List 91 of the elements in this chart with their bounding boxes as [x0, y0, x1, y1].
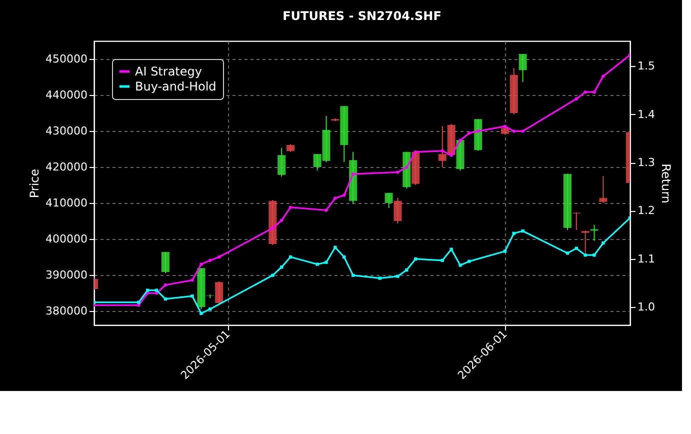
point [334, 196, 337, 200]
point [288, 206, 292, 209]
point [137, 300, 140, 304]
point [405, 166, 408, 169]
y-tick-label: 450000 [46, 52, 88, 66]
point [280, 266, 284, 269]
y-axis-title: Price [28, 168, 42, 198]
point [521, 130, 524, 133]
y2-tick-label: 1.5 [638, 60, 655, 73]
point [351, 274, 355, 277]
point [164, 297, 168, 301]
point [405, 268, 408, 272]
point [164, 283, 168, 287]
point [602, 241, 605, 245]
point [271, 274, 274, 277]
point [440, 149, 444, 153]
point [503, 124, 507, 128]
point [280, 218, 284, 222]
candlestick [384, 192, 393, 209]
point [592, 254, 596, 257]
point [334, 246, 337, 249]
candlestick [581, 230, 590, 254]
y-tick-label: 410000 [46, 196, 88, 210]
legend-label: AI Strategy [135, 64, 202, 78]
point [190, 294, 194, 298]
point [440, 258, 444, 262]
point [584, 254, 587, 257]
y2-tick-label: 1.4 [638, 108, 655, 121]
point [351, 172, 355, 176]
point [137, 304, 140, 307]
y2-tick-label: 1.0 [638, 300, 655, 314]
point [200, 262, 203, 266]
y-tick-label: 400000 [46, 232, 88, 246]
line-series [94, 53, 630, 307]
point [208, 308, 212, 311]
candlestick [518, 53, 527, 83]
point [574, 246, 578, 250]
point [200, 312, 203, 316]
point [602, 74, 605, 78]
point [146, 288, 150, 292]
y2-tick-label: 1.2 [638, 204, 655, 218]
point [396, 170, 400, 174]
point [271, 226, 274, 230]
chart-title: FUTURES - SN2704.SHF [282, 9, 442, 23]
point [288, 255, 292, 259]
point [458, 264, 462, 267]
point [574, 97, 578, 100]
point [414, 150, 418, 154]
candlestick [572, 212, 580, 230]
point [342, 194, 346, 197]
legend-label: Buy-and-Hold [135, 80, 216, 94]
point [316, 262, 319, 266]
point [592, 90, 596, 94]
y-tick-label: 430000 [46, 124, 88, 138]
candlestick [161, 251, 170, 274]
point [512, 232, 516, 235]
point [154, 288, 158, 292]
point [458, 138, 462, 142]
point [396, 274, 400, 278]
point [154, 292, 158, 295]
y-tick-label: 420000 [46, 160, 88, 174]
point [324, 260, 328, 264]
point [468, 132, 471, 135]
candlestick [278, 147, 286, 178]
point [414, 257, 418, 261]
point [450, 154, 453, 157]
point [521, 229, 524, 233]
point [217, 255, 221, 259]
point [208, 258, 212, 262]
y2-axis-title: Return [658, 164, 673, 204]
point [190, 278, 194, 282]
point [468, 260, 471, 263]
point [378, 276, 382, 280]
candlestick [215, 280, 224, 304]
candlestick [599, 175, 608, 204]
point [503, 250, 507, 253]
y-tick-label: 390000 [46, 268, 88, 282]
point [450, 248, 453, 251]
point [512, 130, 516, 133]
y2-tick-label: 1.1 [638, 252, 655, 266]
candlestick [394, 197, 402, 224]
y2-tick-label: 1.3 [638, 156, 655, 170]
y-tick-label: 440000 [46, 88, 88, 102]
point [476, 130, 480, 133]
point [324, 208, 328, 212]
line-series [94, 216, 630, 316]
point [566, 252, 570, 255]
point [584, 90, 587, 94]
point [342, 255, 346, 259]
candlestick [500, 124, 509, 136]
y-tick-label: 380000 [46, 304, 88, 318]
